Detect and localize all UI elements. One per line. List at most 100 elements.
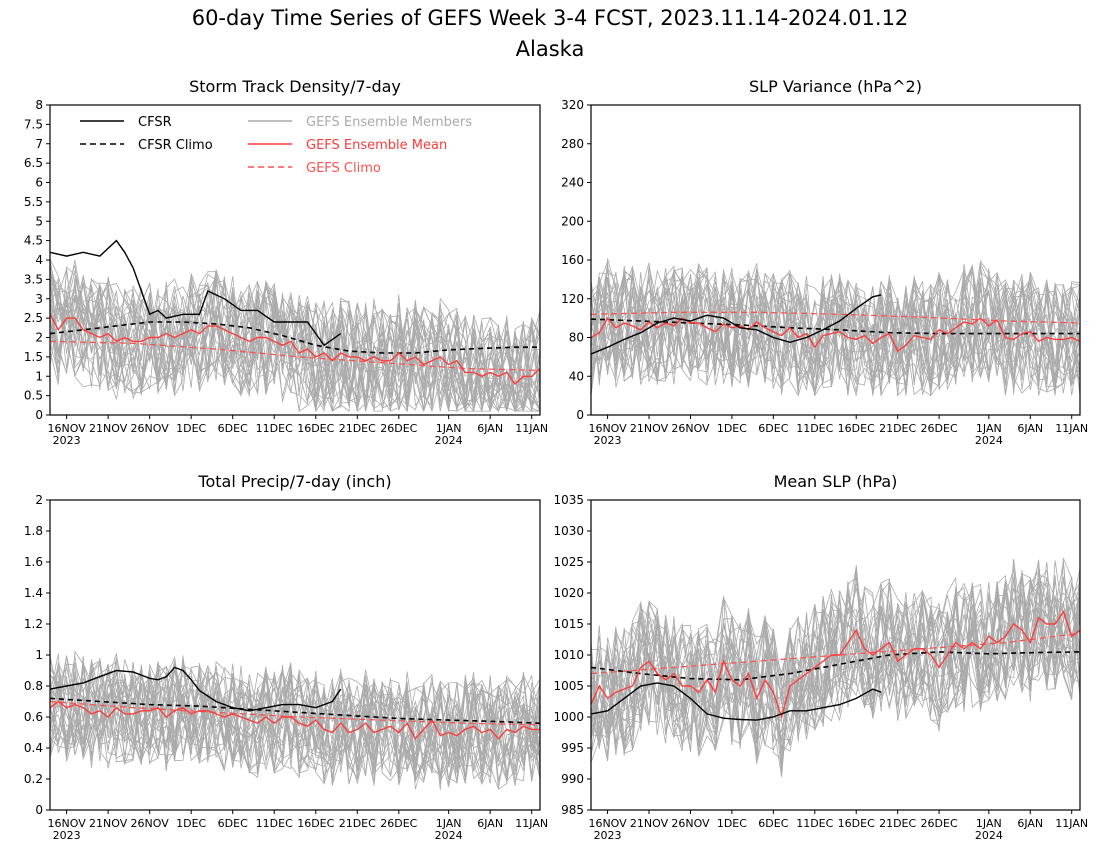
panel-total-precip: Total Precip/7-day (inch)00.20.40.60.811… [24,472,548,842]
x-tick-label: 21DEC [339,422,376,435]
ensemble-member-line [50,658,540,780]
series-line-cfsr-climo [591,651,1080,681]
x-tick-label: 26NOV [671,422,710,435]
x-tick-label: 16NOV [588,422,627,435]
y-tick-label: 1 [35,369,43,383]
ensemble-member-line [591,559,1080,749]
ensemble-member-line [591,560,1080,749]
x-year-label: 2023 [53,434,81,447]
y-tick-label: 1010 [553,648,584,662]
y-tick-label: 1025 [553,555,584,569]
ensemble-member-line [50,271,540,413]
y-tick-label: 1.5 [24,350,43,364]
x-tick-label: 16NOV [48,422,87,435]
x-tick-label: 26DEC [921,422,958,435]
y-tick-label: 0.6 [24,710,43,724]
y-tick-label: 40 [569,369,584,383]
x-tick-label: 26NOV [131,817,170,830]
y-tick-label: 0.4 [24,741,43,755]
series-line-gefs-climo [50,340,540,372]
x-year-label: 2024 [435,829,463,842]
y-tick-label: 1030 [553,524,584,538]
ensemble-members-storm-track [50,258,540,413]
panel-slp-variance: SLP Variance (hPa^2) 0 40 80 120 160 200 240 280… [561,77,1088,447]
y-tick-label: 1.8 [24,524,43,538]
series-line-gefs-mean [50,700,540,740]
series-total-precip [50,666,540,740]
x-year-label: 2024 [435,434,463,447]
y-tick-label: 2.5 [24,311,43,325]
y-tick-label: 3 [35,292,43,306]
x-tick-label: 21DEC [879,422,916,435]
panel-title-storm-track: Storm Track Density/7-day [189,77,401,96]
series-line-cfsr-climo [50,321,540,354]
ensemble-members-total-precip [50,650,540,791]
x-tick-label: 6JAN [1017,422,1043,435]
series-line-cfsr-climo [50,697,540,724]
x-tick-label: 16NOV [588,817,627,830]
y-tick-label: 7 [35,137,43,151]
series-line-cfsr [591,682,882,721]
ensemble-member-line [591,271,1080,396]
y-tick-label: 2 [35,493,43,507]
y-tick-label: 990 [561,772,584,786]
y-tick-label: 1015 [553,617,584,631]
ensemble-member-line [591,267,1080,396]
y-tick-label: 1035 [553,493,584,507]
x-tick-label: 6JAN [477,817,503,830]
ensemble-member-line [591,581,1080,758]
x-tick-label: 11JAN [1055,817,1088,830]
panel-title-slp-variance: SLP Variance (hPa^2) [749,77,922,96]
y-tick-label: 1000 [553,710,584,724]
y-tick-label: 0 [35,408,43,422]
ensemble-member-line [50,650,540,785]
ensemble-member-line [50,263,540,413]
x-tick-label: 6JAN [1017,817,1043,830]
series-line-gefs-climo [591,632,1080,675]
y-tick-label: 985 [561,803,584,817]
figure-subtitle-region: Alaska [516,37,585,61]
y-tick-label: 5.5 [24,195,43,209]
x-tick-label: 21DEC [339,817,376,830]
y-tick-label: 1.4 [24,586,43,600]
y-tick-label: 1.6 [24,555,43,569]
y-tick-label: 160 [561,253,584,267]
x-tick-label: 1DEC [176,817,206,830]
legend-label-gefs-members: GEFS Ensemble Members [306,115,472,130]
y-tick-label: 6 [35,176,43,190]
series-mean-slp [591,610,1080,721]
ensemble-members-mean-slp [591,557,1080,777]
y-tick-label: 6.5 [24,156,43,170]
series-slp-variance [591,294,1080,355]
panel-title-total-precip: Total Precip/7-day (inch) [197,472,391,491]
y-tick-label: 0 [576,408,584,422]
x-year-label: 2023 [594,434,622,447]
ensemble-member-line [50,274,540,413]
x-tick-label: 1JAN [976,817,1002,830]
x-tick-label: 16DEC [838,817,875,830]
y-tick-label: 1005 [553,679,584,693]
y-tick-label: 0.5 [24,389,43,403]
y-tick-label: 7.5 [24,117,43,131]
x-tick-label: 1DEC [717,422,747,435]
y-tick-label: 120 [561,292,584,306]
figure-title: 60-day Time Series of GEFS Week 3-4 FCST… [192,6,909,30]
series-line-cfsr [50,239,342,347]
x-tick-label: 11JAN [1055,422,1088,435]
ensemble-member-line [50,276,540,412]
y-tick-label: 1.2 [24,617,43,631]
x-tick-label: 21NOV [630,422,669,435]
legend-label-gefs-climo: GEFS Climo [306,161,381,176]
panel-mean-slp: Mean SLP (hPa) 985 990 995 1000 1005 1010 1015 1… [553,472,1088,842]
y-tick-label: 995 [561,741,584,755]
x-year-label: 2023 [594,829,622,842]
x-tick-label: 21NOV [89,817,128,830]
panels-group: Storm Track Density/7-day 0 0.5 1 1.5 2 2.5 3 3.… [24,77,1088,842]
x-tick-label: 16NOV [48,817,87,830]
x-tick-label: 11DEC [256,422,293,435]
x-tick-label: 21NOV [89,422,128,435]
x-tick-label: 11JAN [515,817,548,830]
x-tick-label: 6JAN [477,422,503,435]
y-tick-label: 5 [35,214,43,228]
